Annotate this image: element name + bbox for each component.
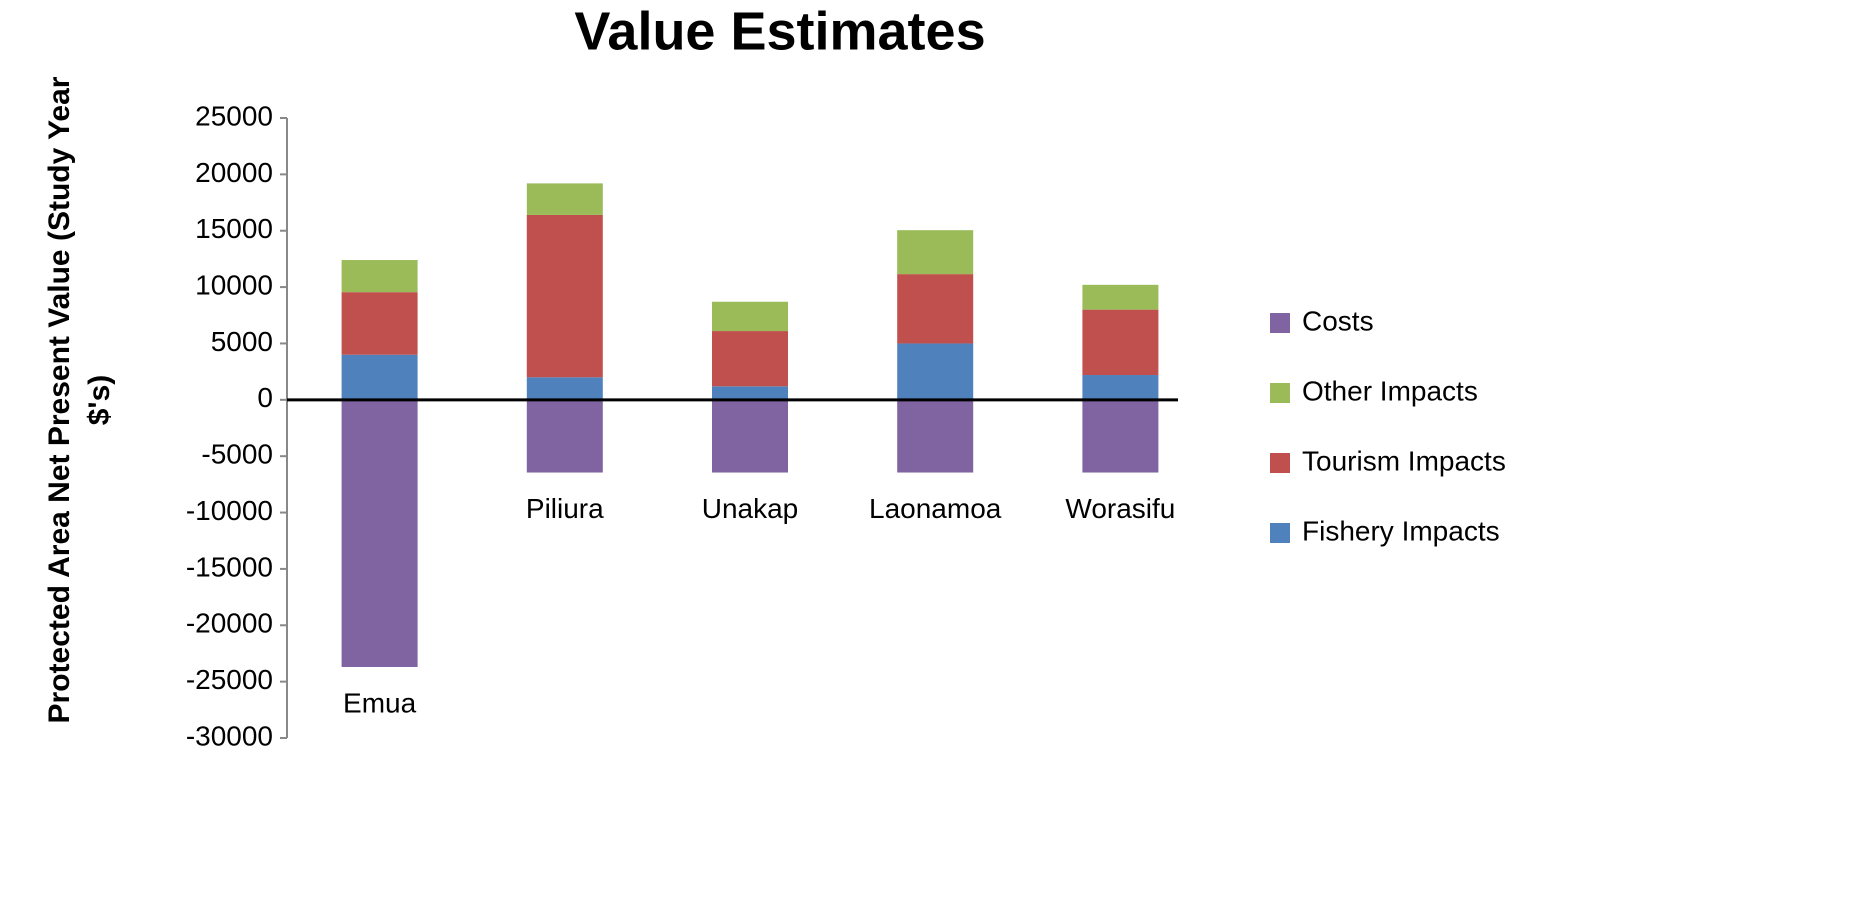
y-tick-label: 15000 bbox=[195, 213, 273, 244]
bar-segment bbox=[341, 354, 418, 400]
y-tick-label: 25000 bbox=[195, 100, 273, 131]
bar-segment bbox=[526, 183, 603, 215]
y-tick-label: 10000 bbox=[195, 269, 273, 300]
y-tick-label: 20000 bbox=[195, 157, 273, 188]
legend-label: Other Impacts bbox=[1302, 375, 1478, 406]
bar-segment bbox=[712, 399, 788, 473]
y-tick-label: -25000 bbox=[186, 664, 273, 695]
bar-segment bbox=[1082, 284, 1159, 310]
legend-label: Tourism Impacts bbox=[1302, 445, 1506, 476]
bar-segment bbox=[712, 331, 788, 387]
bar-segment bbox=[341, 399, 418, 667]
legend-label: Costs bbox=[1302, 305, 1374, 336]
legend-swatch bbox=[1270, 453, 1290, 473]
bar-segment bbox=[1082, 309, 1159, 376]
y-tick-label: -15000 bbox=[186, 551, 273, 582]
bar-segment bbox=[897, 274, 974, 344]
bar-segment bbox=[526, 214, 603, 378]
x-tick-label: Piliura bbox=[526, 493, 604, 524]
bar-segment bbox=[712, 301, 788, 332]
y-tick-label: 0 bbox=[257, 382, 273, 413]
bar-segment bbox=[526, 377, 603, 400]
y-tick-label: -20000 bbox=[186, 608, 273, 639]
bar-segment bbox=[526, 399, 603, 473]
bar-segment bbox=[712, 386, 788, 400]
x-tick-label: Worasifu bbox=[1065, 493, 1175, 524]
bar-segment bbox=[897, 230, 974, 275]
legend-label: Fishery Impacts bbox=[1302, 515, 1500, 546]
y-tick-label: -10000 bbox=[186, 495, 273, 526]
chart-title: Value Estimates bbox=[574, 1, 985, 61]
y-tick-label: -30000 bbox=[186, 720, 273, 751]
legend-swatch bbox=[1270, 313, 1290, 333]
bar-segment bbox=[341, 260, 418, 293]
legend-swatch bbox=[1270, 383, 1290, 403]
y-axis-label: Protected Area Net Present Value (Study … bbox=[43, 76, 116, 724]
bar-segment bbox=[1082, 375, 1159, 400]
y-tick-label: -5000 bbox=[201, 439, 273, 470]
bar-segment bbox=[1082, 399, 1159, 473]
bar-segment bbox=[897, 399, 974, 473]
bar-segment bbox=[897, 343, 974, 400]
x-tick-label: Unakap bbox=[702, 493, 799, 524]
x-tick-label: Laonamoa bbox=[869, 493, 1002, 524]
legend-swatch bbox=[1270, 523, 1290, 543]
x-tick-label: Emua bbox=[343, 687, 417, 718]
bar-segment bbox=[341, 292, 418, 355]
y-tick-label: 5000 bbox=[211, 326, 273, 357]
